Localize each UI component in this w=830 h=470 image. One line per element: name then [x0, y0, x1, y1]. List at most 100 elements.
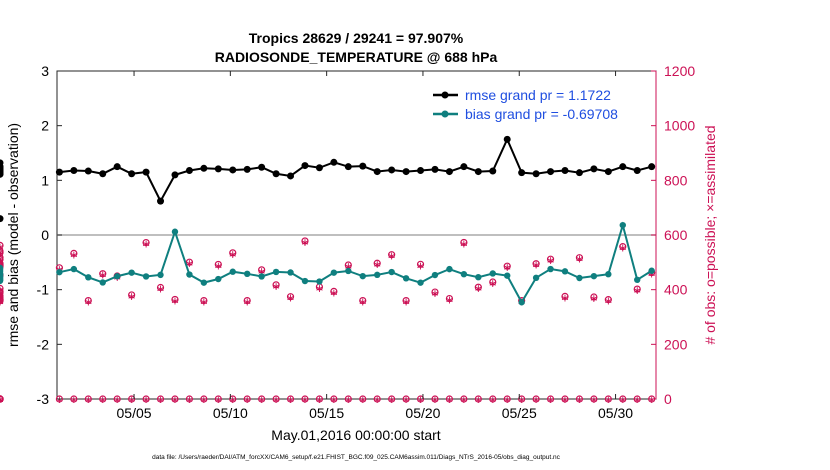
obs-zero-assimilated: ∗ [272, 395, 280, 406]
footer-file-path: data file: /Users/raeder/DAI/ATM_forcXX/… [152, 454, 561, 461]
obs-zero-point [99, 395, 107, 403]
rmse-point [330, 158, 338, 166]
obs-possible-point [416, 260, 425, 268]
obs-possible-point [619, 243, 627, 251]
obs-zero-point [532, 395, 540, 403]
obs-zero-assimilated: ∗ [387, 395, 395, 406]
obs-possible-point [489, 278, 497, 286]
bias-point [56, 268, 63, 276]
y-axis-left-ticks: -3 -2 -1 0 1 2 3 [37, 63, 62, 407]
bias-point [561, 268, 569, 275]
x-tick-label: 05/30 [598, 405, 633, 421]
obs-possible-point [330, 287, 338, 295]
obs-possible-point [84, 297, 92, 305]
obs-possible-point [142, 238, 150, 247]
bias-point [0, 266, 4, 274]
obs-zero-point [604, 395, 612, 403]
obs-zero-assimilated: ∗ [532, 395, 540, 406]
bias-point [532, 274, 540, 282]
bias-point [576, 274, 583, 282]
obs-possible-point [359, 297, 367, 305]
chart-subtitle: RADIOSONDE_TEMPERATURE @ 688 hPa [215, 49, 498, 65]
obs-zero-point [229, 395, 237, 403]
obs-assimilated-point: ∗ [0, 254, 5, 266]
obs-zero-assimilated: ∗ [84, 395, 92, 406]
obs-zero-point [258, 395, 266, 403]
y-right-tick-label: 400 [664, 282, 688, 298]
obs-zero-point [301, 395, 309, 403]
obs-zero-point [546, 395, 555, 403]
obs-assimilated-point: ∗ [531, 260, 540, 272]
obs-zero-point [330, 395, 338, 403]
obs-assimilated-point: ∗ [459, 238, 468, 250]
rmse-point [489, 167, 497, 175]
obs-zero-point [0, 395, 4, 403]
obs-zero-assimilated: ∗ [604, 395, 612, 406]
obs-zero-point [489, 395, 497, 403]
obs-assimilated-point: ∗ [503, 262, 512, 274]
x-axis-label: May.01,2016 00:00:00 start [271, 427, 441, 443]
bias-point [345, 267, 352, 275]
obs-assimilated-point: ∗ [647, 269, 656, 281]
obs-zero-point [359, 395, 367, 403]
obs-possible-point [0, 254, 4, 262]
obs-zero-assimilated: ∗ [257, 395, 265, 406]
bias-point [388, 268, 395, 276]
obs-possible-point [272, 281, 280, 289]
obs-zero-assimilated: ∗ [402, 395, 410, 406]
rmse-point [373, 168, 381, 176]
obs-assimilated-point: ∗ [243, 297, 252, 309]
obs-zero-point [286, 395, 295, 403]
obs-assimilated-point: ∗ [228, 249, 237, 261]
y-tick-label: 1 [41, 172, 49, 188]
bias-series [0, 221, 655, 306]
obs-zero-point [518, 395, 526, 403]
obs-possible-point [532, 260, 540, 268]
obs-assimilated-point: ∗ [416, 260, 425, 272]
obs-zero-assimilated: ∗ [113, 395, 121, 406]
obs-zero-assimilated: ∗ [229, 395, 237, 406]
bias-point [518, 299, 525, 306]
obs-assimilated-point: ∗ [589, 293, 598, 305]
obs-possible-point [474, 283, 482, 291]
obs-assimilated-point: ∗ [127, 291, 136, 303]
rmse-point [417, 166, 425, 174]
rmse-point [518, 169, 526, 177]
obs-possible-point [503, 262, 511, 270]
y-tick-label: 2 [41, 118, 49, 134]
rmse-point [648, 163, 656, 171]
rmse-point [99, 170, 107, 178]
obs-possible-point [0, 289, 4, 297]
obs-assimilated-point: ∗ [474, 283, 483, 295]
obs-zero-assimilated: ∗ [127, 395, 135, 406]
rmse-series [0, 135, 656, 223]
obs-assimilated-point: ∗ [286, 293, 295, 305]
y-right-tick-label: 600 [664, 227, 688, 243]
obs-possible-point [0, 249, 4, 257]
rmse-point [604, 168, 612, 176]
obs-zero-assimilated: ∗ [344, 395, 352, 406]
legend-bias-label: bias grand pr = -0.69708 [465, 106, 618, 122]
obs-zero-assimilated: ∗ [142, 395, 150, 406]
obs-assimilated-point: ∗ [575, 254, 584, 266]
y-tick-label: 3 [41, 63, 49, 79]
bias-point [258, 273, 265, 280]
bias-point [171, 228, 179, 235]
obs-possible-point [214, 260, 222, 269]
rmse-point [287, 172, 295, 180]
chart-title: Tropics 28629 / 29241 = 97.907% [249, 30, 464, 46]
obs-possible-point [402, 297, 410, 305]
x-axis-ticks: 05/05 05/10 05/15 05/20 05/25 05/30 [117, 71, 633, 421]
obs-zero-assimilated: ∗ [416, 395, 424, 406]
obs-zero-assimilated: ∗ [301, 395, 309, 406]
rmse-point [185, 166, 193, 174]
bias-point [475, 273, 482, 281]
obs-possible-point [460, 238, 468, 247]
obs-zero-point [70, 395, 78, 403]
obs-zero-assimilated: ∗ [99, 395, 107, 406]
obs-zero-point [388, 395, 396, 403]
obs-possible-point [445, 294, 454, 303]
obs-assimilated-point: ∗ [257, 266, 266, 278]
obs-zero-assimilated: ∗ [590, 395, 598, 406]
obs-zero-point [315, 395, 324, 403]
